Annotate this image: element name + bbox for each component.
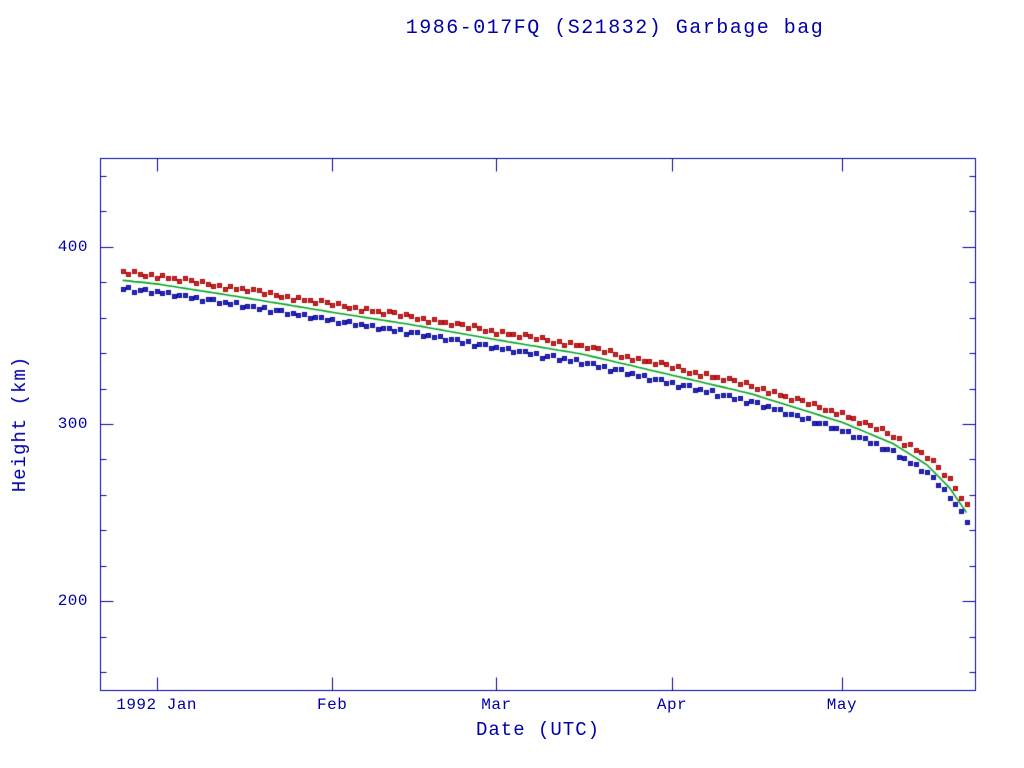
x-axis-label: Date (UTC) (475, 719, 601, 741)
y-axis-label: Height (km) (9, 355, 31, 493)
chart-title: 1986-017FQ (S21832) Garbage bag (405, 17, 825, 40)
